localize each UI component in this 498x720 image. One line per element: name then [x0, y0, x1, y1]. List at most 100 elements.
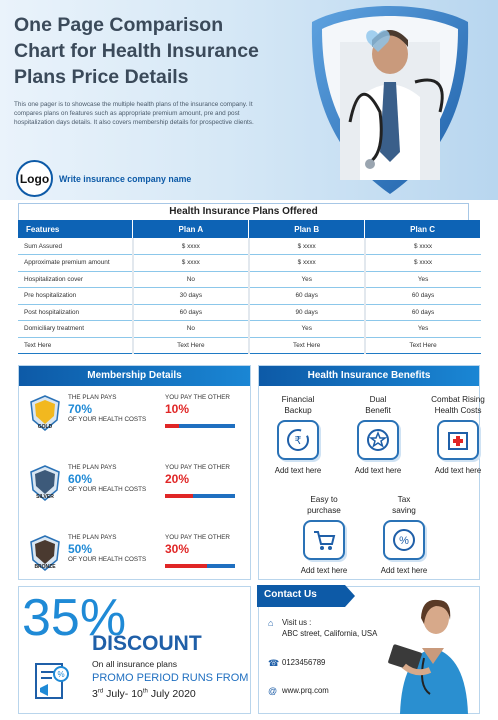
benefit-item: Combat Rising Health Costs Add text here	[418, 394, 498, 475]
benefit-item: Tax saving% Add text here	[364, 494, 444, 575]
table-row: Pre hospitalization 30 days 60 days 60 days	[18, 287, 481, 305]
rupee-refresh-icon[interactable]: ₹	[277, 420, 319, 460]
svg-text:%: %	[57, 670, 64, 679]
table-row: Approximate premium amount $ xxxx $ xxxx $ …	[18, 254, 481, 272]
table-cell: $ xxxx	[132, 238, 250, 255]
plans-table: Features Plan A Plan B Plan C Sum Assure…	[18, 220, 481, 354]
column-header: Plan B	[248, 220, 366, 238]
plan-pays-block: THE PLAN PAYS 50% OF YOUR HEALTH COSTS	[68, 534, 147, 563]
benefit-label: Financial Backup	[281, 395, 315, 415]
promo-period-label: PROMO PERIOD RUNS FROM	[92, 672, 249, 684]
benefit-item: Easy to purchase Add text here	[284, 494, 364, 575]
table-cell: Text Here	[18, 337, 134, 354]
benefits-panel: Health Insurance Benefits Financial Backu…	[258, 365, 485, 580]
you-pay-bar	[165, 424, 235, 428]
table-cell: 60 days	[132, 304, 250, 321]
tier-name: GOLD	[37, 424, 53, 430]
company-logo-row: Logo Write insurance company name	[16, 160, 191, 197]
discount-heading: DISCOUNT	[92, 632, 202, 655]
benefit-add-text: Add text here	[354, 466, 402, 475]
you-pay-block: YOU PAY THE OTHER 10%	[165, 394, 230, 416]
benefit-item: Financial Backup ₹ Add text here	[258, 394, 338, 475]
shopping-cart-icon[interactable]	[303, 520, 345, 560]
column-header: Plan C	[364, 220, 481, 238]
you-pay-block: YOU PAY THE OTHER 20%	[165, 464, 230, 486]
tax-percent-icon[interactable]: %	[383, 520, 425, 560]
you-pay-percent: 10%	[165, 402, 190, 416]
title-line: One Page Comparison	[14, 14, 224, 36]
phone-icon: ☎	[268, 658, 280, 668]
benefit-add-text: Add text here	[300, 566, 348, 575]
table-row: Hospitalization cover No Yes Yes	[18, 271, 481, 288]
tier-badge-icon	[30, 535, 60, 571]
membership-tier: SILVER THE PLAN PAYS 60% OF YOUR HEALTH COS…	[29, 464, 247, 514]
hospital-icon[interactable]	[437, 420, 479, 460]
table-cell: Yes	[364, 271, 481, 288]
table-cell: Post hospitalization	[18, 304, 134, 321]
you-pay-bar	[165, 494, 235, 498]
contact-phone[interactable]: ☎ 0123456789	[268, 658, 326, 668]
benefit-add-text: Add text here	[274, 466, 322, 475]
benefit-label: Combat Rising Health Costs	[431, 395, 485, 415]
home-icon: ⌂	[268, 618, 274, 628]
table-header-row: Features Plan A Plan B Plan C	[18, 220, 481, 238]
table-cell: 60 days	[364, 287, 481, 305]
membership-tier: GOLD THE PLAN PAYS 70% OF YOUR HEALTH COSTS…	[29, 394, 247, 444]
tier-badge-icon	[30, 395, 60, 431]
column-header: Plan A	[132, 220, 250, 238]
you-pay-block: YOU PAY THE OTHER 30%	[165, 534, 230, 556]
page-title: One Page Comparison Chart for Health Ins…	[14, 12, 304, 90]
you-pay-bar-fill	[165, 424, 179, 428]
table-row: Post hospitalization 60 days 90 days 60 day…	[18, 304, 481, 321]
at-sign-icon: @	[268, 686, 278, 696]
membership-panel: Membership Details GOLD THE PLAN PAYS 70% O…	[18, 365, 251, 580]
contact-title-ribbon	[257, 585, 355, 607]
tier-name: BRONZE	[34, 564, 56, 570]
logo-badge[interactable]: Logo	[16, 160, 53, 197]
benefit-label: Easy to purchase	[307, 495, 341, 515]
plan-pays-percent: 70%	[68, 402, 93, 416]
tier-name: SILVER	[36, 494, 54, 500]
table-cell: $ xxxx	[248, 254, 366, 272]
table-cell: Text Here	[248, 337, 366, 354]
star-badge-icon[interactable]	[357, 420, 399, 460]
promo-document-icon: %	[35, 663, 69, 699]
promo-dates: 3rd July- 10th July 2020	[92, 688, 196, 700]
contact-title: Contact Us	[264, 589, 317, 600]
you-pay-bar	[165, 564, 235, 568]
table-cell: No	[132, 271, 250, 288]
you-pay-percent: 20%	[165, 472, 190, 486]
plans-table-title: Health Insurance Plans Offered	[18, 203, 469, 220]
doctor-shield-image	[311, 6, 469, 194]
table-cell: $ xxxx	[364, 238, 481, 255]
you-pay-bar-fill	[165, 564, 207, 568]
you-pay-bar-fill	[165, 494, 193, 498]
table-cell: 60 days	[364, 304, 481, 321]
table-cell: 90 days	[248, 304, 366, 321]
table-row: Domiciliary treatment No Yes Yes	[18, 320, 481, 338]
table-cell: Text Here	[364, 337, 481, 354]
plan-pays-block: THE PLAN PAYS 70% OF YOUR HEALTH COSTS	[68, 394, 147, 423]
plan-pays-block: THE PLAN PAYS 60% OF YOUR HEALTH COSTS	[68, 464, 147, 493]
table-cell: Pre hospitalization	[18, 287, 134, 305]
benefit-item: Dual Benefit Add text here	[338, 394, 418, 475]
table-cell: $ xxxx	[132, 254, 250, 272]
company-name: Write insurance company name	[59, 173, 192, 184]
table-cell: Domiciliary treatment	[18, 320, 134, 338]
plan-pays-percent: 50%	[68, 542, 93, 556]
table-cell: Sum Assured	[18, 238, 134, 255]
table-cell: 60 days	[248, 287, 366, 305]
contact-web[interactable]: @ www.prq.com	[268, 686, 329, 696]
nurse-image	[388, 599, 468, 714]
table-cell: Yes	[248, 320, 366, 338]
benefit-label: Dual Benefit	[365, 395, 391, 415]
svg-text:₹: ₹	[295, 435, 302, 447]
table-cell: Approximate premium amount	[18, 254, 134, 272]
table-row: Text Here Text Here Text Here Text Here	[18, 337, 481, 354]
discount-subtitle: On all insurance plans	[92, 659, 178, 669]
table-cell: Text Here	[132, 337, 250, 354]
table-cell: $ xxxx	[248, 238, 366, 255]
contact-address[interactable]: ⌂ Visit us : ABC street, California, USA	[268, 618, 378, 638]
table-cell: 30 days	[132, 287, 250, 305]
benefit-add-text: Add text here	[434, 466, 482, 475]
